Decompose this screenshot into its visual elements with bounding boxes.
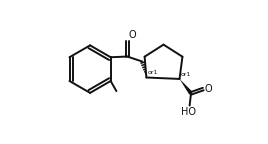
Text: HO: HO xyxy=(181,107,196,117)
Text: or1: or1 xyxy=(180,72,191,77)
Text: or1: or1 xyxy=(147,70,158,75)
Polygon shape xyxy=(180,79,193,95)
Text: O: O xyxy=(204,84,212,94)
Text: O: O xyxy=(128,30,136,39)
